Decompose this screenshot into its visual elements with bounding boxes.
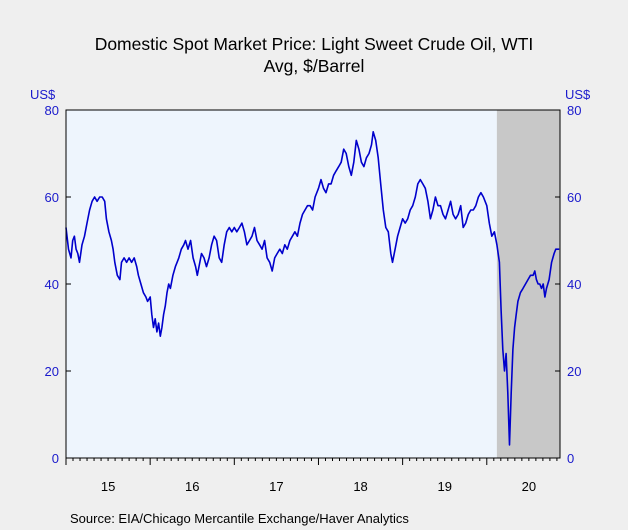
x-tick-label: 16 bbox=[185, 479, 199, 494]
source-note: Source: EIA/Chicago Mercantile Exchange/… bbox=[70, 511, 409, 526]
x-tick-label: 15 bbox=[101, 479, 115, 494]
x-axis: 15 16 17 18 19 20 bbox=[65, 458, 558, 494]
x-tick-label: 17 bbox=[269, 479, 283, 494]
y-tick-label-right: 80 bbox=[567, 103, 581, 118]
series-line bbox=[65, 131, 560, 446]
chart-title-line2: Avg, $/Barrel bbox=[264, 56, 365, 76]
y-unit-left: US$ bbox=[30, 87, 56, 102]
plot-background bbox=[66, 110, 560, 458]
chart-title-line1: Domestic Spot Market Price: Light Sweet … bbox=[95, 34, 534, 54]
x-tick-label: 20 bbox=[522, 479, 536, 494]
y-axis-right: 0 20 40 60 80 bbox=[555, 103, 581, 466]
y-tick-label-right: 0 bbox=[567, 451, 574, 466]
y-tick-label-right: 40 bbox=[567, 277, 581, 292]
y-tick-label-left: 20 bbox=[45, 364, 59, 379]
y-tick-label-left: 0 bbox=[52, 451, 59, 466]
recession-shading bbox=[496, 110, 560, 458]
x-tick-label: 19 bbox=[437, 479, 451, 494]
plot-frame bbox=[65, 109, 561, 459]
y-unit-right: US$ bbox=[565, 87, 591, 102]
y-tick-label-right: 20 bbox=[567, 364, 581, 379]
y-tick-label-left: 60 bbox=[45, 190, 59, 205]
x-tick-label: 18 bbox=[353, 479, 367, 494]
y-tick-label-left: 80 bbox=[45, 103, 59, 118]
y-tick-label-right: 60 bbox=[567, 190, 581, 205]
y-tick-label-left: 40 bbox=[45, 277, 59, 292]
